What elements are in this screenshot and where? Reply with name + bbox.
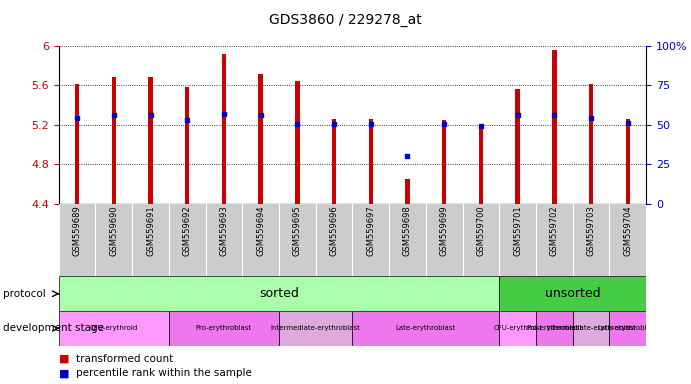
Bar — [352, 311, 499, 346]
Text: GSM559700: GSM559700 — [476, 206, 485, 257]
Text: ■: ■ — [59, 354, 69, 364]
Bar — [169, 311, 279, 346]
Bar — [479, 125, 483, 204]
Text: Pro-erythroblast: Pro-erythroblast — [196, 325, 252, 331]
Bar — [368, 119, 373, 204]
Bar — [442, 120, 446, 204]
Text: Late-erythroblast: Late-erythroblast — [598, 325, 658, 331]
Text: GSM559692: GSM559692 — [182, 206, 191, 257]
Text: ■: ■ — [59, 368, 69, 378]
Bar — [405, 179, 410, 204]
Bar — [552, 50, 556, 204]
Text: protocol: protocol — [3, 289, 46, 299]
Text: GSM559702: GSM559702 — [550, 206, 559, 257]
Text: unsorted: unsorted — [545, 287, 600, 300]
Bar — [499, 311, 536, 346]
Bar — [609, 311, 646, 346]
Text: percentile rank within the sample: percentile rank within the sample — [76, 368, 252, 378]
Bar — [295, 81, 299, 204]
Text: GSM559696: GSM559696 — [330, 206, 339, 257]
Text: GSM559698: GSM559698 — [403, 206, 412, 257]
Text: GSM559694: GSM559694 — [256, 206, 265, 257]
Text: GSM559693: GSM559693 — [220, 206, 229, 257]
Text: GSM559699: GSM559699 — [439, 206, 448, 257]
Bar — [589, 84, 593, 204]
Bar — [279, 311, 352, 346]
Bar — [185, 88, 189, 204]
Text: GDS3860 / 229278_at: GDS3860 / 229278_at — [269, 13, 422, 27]
Bar — [59, 276, 499, 311]
Text: GSM559697: GSM559697 — [366, 206, 375, 257]
Bar — [111, 76, 116, 204]
Bar — [332, 119, 337, 204]
Text: GSM559703: GSM559703 — [587, 206, 596, 257]
Text: CFU-erythroid: CFU-erythroid — [493, 325, 542, 331]
Text: Late-erythroblast: Late-erythroblast — [396, 325, 456, 331]
Text: Pro-erythroblast: Pro-erythroblast — [527, 325, 583, 331]
Bar — [149, 76, 153, 204]
Bar — [258, 74, 263, 204]
Text: Intermediate-erythroblast: Intermediate-erythroblast — [546, 325, 636, 331]
Text: GSM559691: GSM559691 — [146, 206, 155, 257]
Text: sorted: sorted — [259, 287, 299, 300]
Text: Intermediate-erythroblast: Intermediate-erythroblast — [271, 325, 361, 331]
Text: transformed count: transformed count — [76, 354, 173, 364]
Text: development stage: development stage — [3, 323, 104, 333]
Text: GSM559689: GSM559689 — [73, 206, 82, 257]
Text: CFU-erythroid: CFU-erythroid — [90, 325, 138, 331]
Bar — [515, 89, 520, 204]
Text: GSM559701: GSM559701 — [513, 206, 522, 257]
Bar — [499, 276, 646, 311]
Bar — [536, 311, 573, 346]
Bar — [75, 84, 79, 204]
Text: GSM559695: GSM559695 — [293, 206, 302, 257]
Bar — [573, 311, 609, 346]
Text: GSM559704: GSM559704 — [623, 206, 632, 257]
Bar — [59, 311, 169, 346]
Bar — [222, 54, 226, 204]
Text: GSM559690: GSM559690 — [109, 206, 118, 257]
Bar — [625, 119, 630, 204]
